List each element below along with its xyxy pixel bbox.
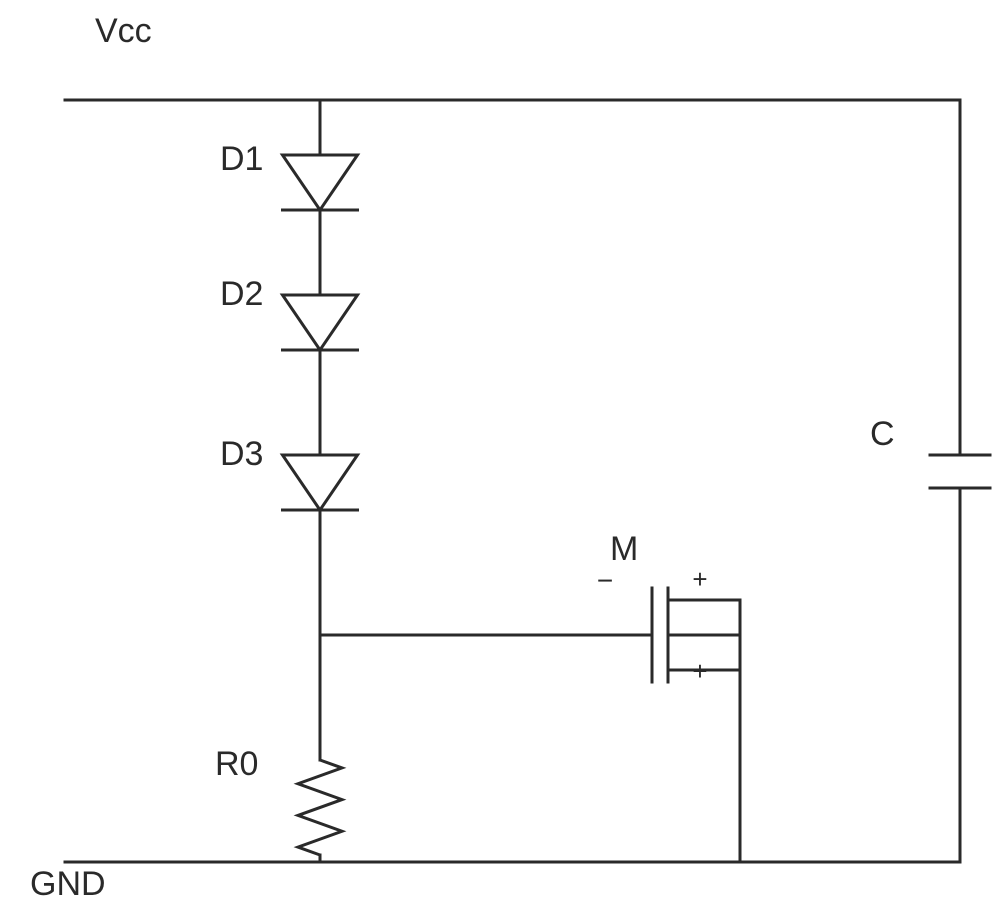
cap-label: C — [870, 415, 895, 453]
mos-minus: − — [597, 565, 613, 596]
diode-d2-triangle — [283, 295, 358, 350]
diode-d1-triangle — [283, 155, 358, 210]
diode-d3-label: D3 — [220, 435, 263, 473]
diode-d2-label: D2 — [220, 275, 263, 313]
gnd-label: GND — [30, 865, 106, 903]
diode-d1-label: D1 — [220, 140, 263, 178]
diode-d3-triangle — [283, 455, 358, 510]
r0-label: R0 — [215, 745, 258, 783]
mos-plus-bot: + — [692, 656, 707, 686]
vcc-label: Vcc — [95, 12, 152, 50]
mosfet-label: M — [610, 530, 638, 568]
circuit-diagram: Vcc GND D1 D2 D3 R0 M− + + C — [0, 0, 1000, 917]
mos-plus-top: + — [692, 564, 707, 594]
resistor-r0 — [298, 760, 342, 855]
